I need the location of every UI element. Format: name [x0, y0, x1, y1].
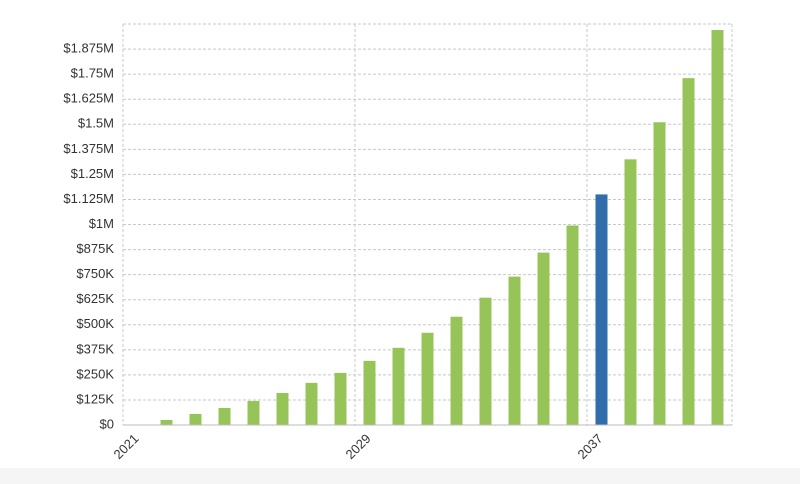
bar	[682, 78, 695, 425]
bar	[595, 194, 608, 425]
y-tick-label: $625K	[76, 291, 114, 306]
bar	[653, 122, 666, 426]
y-tick-label: $500K	[76, 316, 114, 331]
y-tick-label: $0	[100, 416, 114, 431]
bar	[566, 225, 579, 425]
y-tick-label: $1.25M	[71, 166, 114, 181]
bar	[218, 407, 231, 425]
x-tick-label: 2021	[110, 431, 141, 462]
x-tick-label: 2037	[574, 431, 605, 462]
y-tick-label: $875K	[76, 241, 114, 256]
bar	[392, 347, 405, 425]
bar	[508, 276, 521, 425]
bar	[479, 297, 492, 425]
y-tick-label: $1.125M	[63, 191, 114, 206]
bar	[276, 392, 289, 425]
y-tick-label: $1.75M	[71, 66, 114, 81]
x-tick-label: 2029	[342, 431, 373, 462]
bar	[305, 382, 318, 425]
footer-strip	[0, 468, 800, 484]
bar	[189, 413, 202, 425]
y-tick-label: $1.625M	[63, 91, 114, 106]
bar	[537, 252, 550, 425]
y-tick-label: $375K	[76, 341, 114, 356]
y-tick-label: $250K	[76, 366, 114, 381]
bar	[247, 400, 260, 425]
bar	[363, 360, 376, 425]
y-tick-label: $1.375M	[63, 141, 114, 156]
y-tick-label: $1M	[89, 216, 114, 231]
y-tick-label: $1.5M	[78, 116, 114, 131]
bar	[334, 372, 347, 425]
bar	[421, 332, 434, 425]
y-tick-label: $750K	[76, 266, 114, 281]
bar	[450, 316, 463, 425]
bar	[711, 30, 724, 425]
y-tick-label: $125K	[76, 391, 114, 406]
bar	[160, 419, 173, 425]
y-tick-label: $1.875M	[63, 41, 114, 56]
bar	[624, 159, 637, 425]
